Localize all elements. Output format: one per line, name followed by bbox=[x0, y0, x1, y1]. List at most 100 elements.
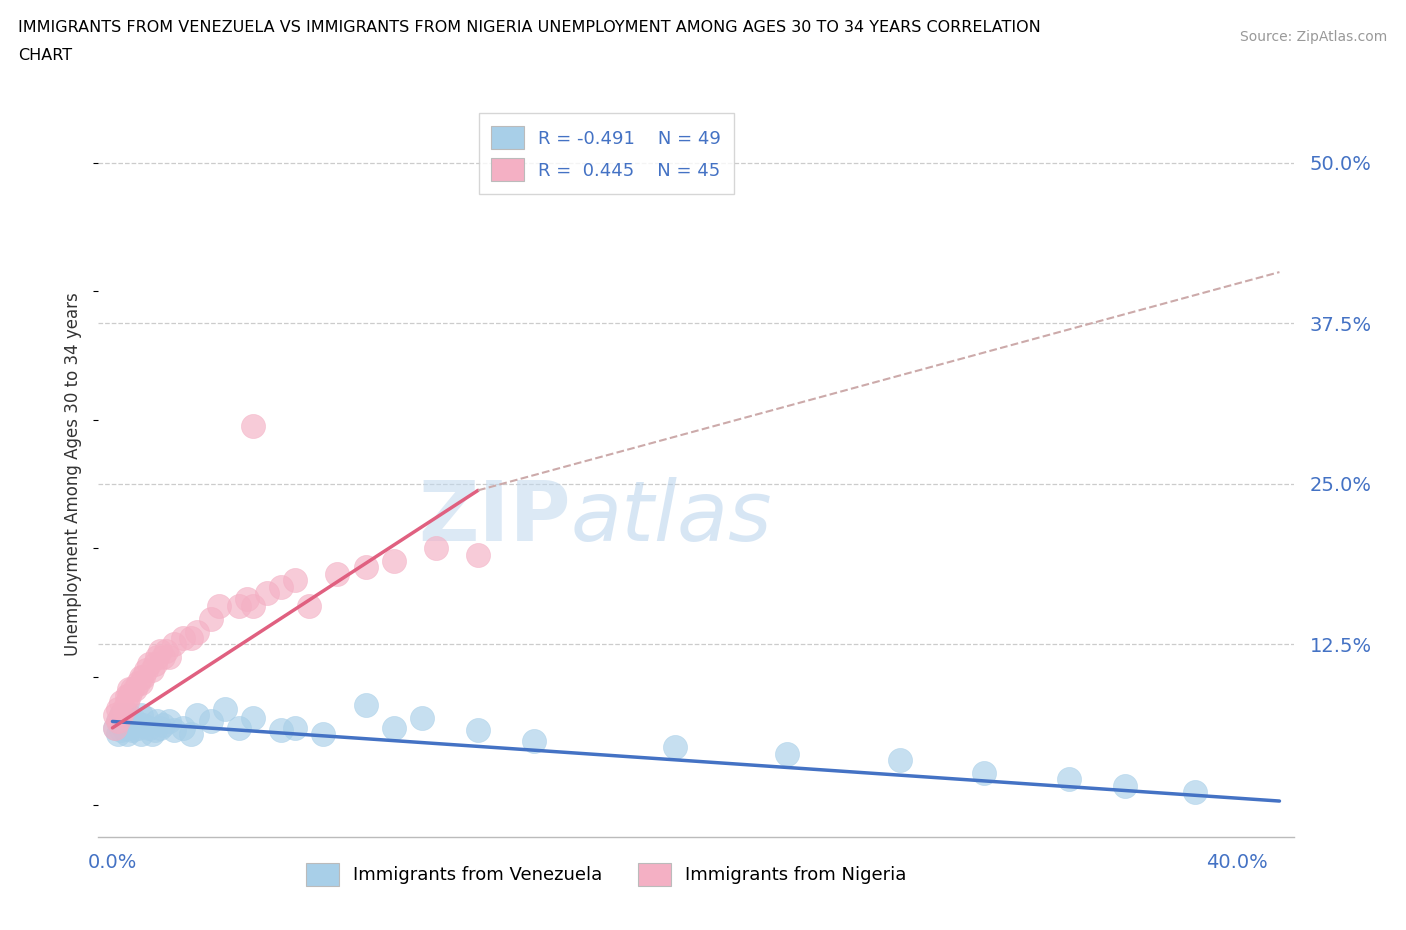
Point bbox=[118, 688, 141, 703]
Point bbox=[107, 701, 129, 716]
Point bbox=[284, 573, 307, 588]
Point bbox=[129, 708, 152, 723]
Point bbox=[115, 711, 138, 725]
Point bbox=[270, 579, 292, 594]
Text: CHART: CHART bbox=[18, 48, 72, 63]
Point bbox=[141, 663, 163, 678]
Text: IMMIGRANTS FROM VENEZUELA VS IMMIGRANTS FROM NIGERIA UNEMPLOYMENT AMONG AGES 30 : IMMIGRANTS FROM VENEZUELA VS IMMIGRANTS … bbox=[18, 20, 1040, 35]
Point bbox=[104, 721, 127, 736]
Point bbox=[312, 727, 335, 742]
Point bbox=[132, 669, 155, 684]
Point bbox=[141, 727, 163, 742]
Point bbox=[132, 718, 155, 733]
Point bbox=[172, 631, 194, 645]
Point bbox=[107, 714, 129, 729]
Point bbox=[135, 711, 157, 725]
Point bbox=[118, 682, 141, 697]
Point bbox=[284, 721, 307, 736]
Point bbox=[242, 418, 264, 433]
Point bbox=[242, 711, 264, 725]
Point bbox=[107, 714, 129, 729]
Point bbox=[776, 746, 799, 761]
Point bbox=[146, 714, 169, 729]
Point bbox=[354, 560, 377, 575]
Point bbox=[214, 701, 236, 716]
Point bbox=[228, 599, 250, 614]
Point bbox=[110, 708, 132, 723]
Point bbox=[124, 718, 146, 733]
Legend: Immigrants from Venezuela, Immigrants from Nigeria: Immigrants from Venezuela, Immigrants fr… bbox=[299, 856, 914, 893]
Point bbox=[157, 714, 180, 729]
Point bbox=[1057, 772, 1080, 787]
Point bbox=[200, 611, 222, 626]
Y-axis label: Unemployment Among Ages 30 to 34 years: Unemployment Among Ages 30 to 34 years bbox=[65, 292, 83, 657]
Point bbox=[157, 650, 180, 665]
Point bbox=[382, 553, 405, 568]
Point bbox=[152, 650, 174, 665]
Point bbox=[889, 752, 911, 767]
Point bbox=[163, 723, 186, 737]
Point bbox=[270, 723, 292, 737]
Point bbox=[467, 723, 489, 737]
Point bbox=[1184, 785, 1206, 800]
Point bbox=[236, 592, 259, 607]
Point bbox=[298, 599, 321, 614]
Point bbox=[104, 721, 127, 736]
Point bbox=[127, 721, 149, 736]
Point bbox=[124, 714, 146, 729]
Point bbox=[354, 698, 377, 712]
Point bbox=[112, 701, 135, 716]
Point bbox=[121, 723, 143, 737]
Text: Source: ZipAtlas.com: Source: ZipAtlas.com bbox=[1240, 30, 1388, 44]
Point bbox=[110, 708, 132, 723]
Point bbox=[1114, 778, 1136, 793]
Point bbox=[112, 721, 135, 736]
Point bbox=[149, 721, 172, 736]
Point bbox=[228, 721, 250, 736]
Point bbox=[138, 721, 160, 736]
Point bbox=[129, 675, 152, 690]
Point bbox=[138, 657, 160, 671]
Point bbox=[115, 727, 138, 742]
Point bbox=[127, 675, 149, 690]
Point bbox=[664, 739, 686, 754]
Point bbox=[118, 708, 141, 723]
Point bbox=[112, 714, 135, 729]
Point bbox=[146, 650, 169, 665]
Point bbox=[172, 721, 194, 736]
Point bbox=[326, 566, 349, 581]
Point bbox=[115, 688, 138, 703]
Point bbox=[523, 733, 546, 748]
Point bbox=[242, 599, 264, 614]
Point bbox=[110, 723, 132, 737]
Point bbox=[256, 586, 278, 601]
Point bbox=[208, 599, 231, 614]
Point bbox=[121, 682, 143, 697]
Point bbox=[163, 637, 186, 652]
Point bbox=[411, 711, 433, 725]
Point bbox=[118, 721, 141, 736]
Point bbox=[180, 727, 202, 742]
Point bbox=[107, 727, 129, 742]
Text: ZIP: ZIP bbox=[418, 477, 571, 558]
Point bbox=[973, 765, 995, 780]
Point bbox=[115, 695, 138, 710]
Point bbox=[135, 663, 157, 678]
Point bbox=[186, 708, 208, 723]
Point bbox=[152, 718, 174, 733]
Point bbox=[143, 657, 166, 671]
Point bbox=[382, 721, 405, 736]
Point bbox=[155, 644, 177, 658]
Point bbox=[467, 547, 489, 562]
Point bbox=[186, 624, 208, 639]
Point bbox=[124, 682, 146, 697]
Point bbox=[143, 723, 166, 737]
Point bbox=[110, 695, 132, 710]
Point bbox=[149, 644, 172, 658]
Point bbox=[104, 708, 127, 723]
Point bbox=[425, 540, 447, 555]
Point bbox=[129, 669, 152, 684]
Point bbox=[200, 714, 222, 729]
Point bbox=[180, 631, 202, 645]
Text: atlas: atlas bbox=[571, 477, 772, 558]
